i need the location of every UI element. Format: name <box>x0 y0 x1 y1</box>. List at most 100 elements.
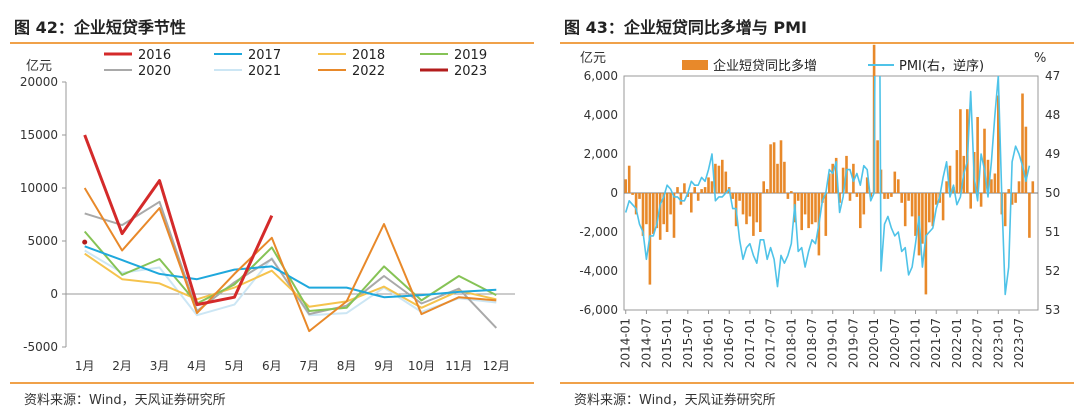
bar <box>921 193 924 244</box>
legend-label-2016: 2016 <box>138 48 171 63</box>
bar <box>748 193 752 217</box>
bar <box>796 193 800 201</box>
x-tick-label: 2016-07 <box>722 318 736 368</box>
series-line-2017 <box>84 245 497 299</box>
legend-label-2021: 2021 <box>248 64 281 79</box>
legend-label-2018: 2018 <box>352 48 385 63</box>
bar <box>834 157 838 193</box>
bar <box>1003 193 1007 227</box>
x-tick-label: 2021-07 <box>929 318 943 368</box>
bar <box>693 187 696 193</box>
bar <box>990 179 993 193</box>
y-tick-label-right: 47 <box>1045 69 1060 83</box>
bar <box>928 193 931 223</box>
bar <box>828 173 831 193</box>
bar <box>848 193 852 201</box>
chart-title: 图 42：企业短贷季节性 <box>14 18 186 37</box>
y-tick-label-right: 49 <box>1045 147 1060 161</box>
x-tick-label: 10月 <box>408 359 435 373</box>
bar <box>883 193 886 199</box>
bar <box>800 193 803 231</box>
bar <box>855 193 859 197</box>
y-tick-label: 0 <box>50 287 58 301</box>
bar <box>952 187 955 193</box>
x-tick-label: 11月 <box>445 359 472 373</box>
y-tick-label-right: 48 <box>1045 108 1060 122</box>
bar <box>969 193 972 209</box>
bar <box>910 193 914 217</box>
bar <box>986 159 990 193</box>
legend-label-2020: 2020 <box>138 64 171 79</box>
bar <box>945 181 948 193</box>
bar <box>738 193 741 201</box>
y-tick-label-right: 51 <box>1045 225 1060 239</box>
x-tick-label: 2017-01 <box>743 318 757 368</box>
bar <box>696 193 700 201</box>
y-tick-label-left: 4,000 <box>584 108 618 122</box>
bar <box>755 193 759 223</box>
series-line-2016 <box>83 134 274 307</box>
bar <box>662 193 665 225</box>
title-divider <box>560 42 1074 44</box>
bar <box>762 181 765 193</box>
bar <box>690 193 693 213</box>
bar <box>859 193 862 229</box>
bar <box>831 163 834 194</box>
legend-label-2022: 2022 <box>352 64 385 79</box>
legend-label-bars: 企业短贷同比多增 <box>713 58 817 74</box>
y-tick-label-left: 2,000 <box>584 147 618 161</box>
bar <box>683 183 686 194</box>
y-tick-label: -5000 <box>23 340 58 354</box>
bar <box>890 193 893 197</box>
y-tick-label: 15000 <box>20 128 58 142</box>
bar <box>1031 181 1035 193</box>
bar <box>886 193 890 199</box>
x-tick-label: 6月 <box>262 359 282 373</box>
x-tick-label: 2019-01 <box>826 318 840 368</box>
bar <box>672 193 676 238</box>
bar <box>1028 193 1031 238</box>
bar <box>665 193 669 232</box>
legend-swatch-bars <box>682 60 708 70</box>
series-line-2022 <box>83 187 497 333</box>
x-tick-label: 2014-07 <box>639 318 653 368</box>
bar <box>934 193 938 205</box>
bar <box>783 161 786 193</box>
bar <box>924 193 928 295</box>
x-tick-label: 2014-01 <box>619 318 633 368</box>
bar <box>721 159 724 193</box>
bar <box>997 95 1000 193</box>
y-tick-label-left: -6,000 <box>579 303 618 317</box>
bar <box>803 193 807 215</box>
bar <box>841 167 845 193</box>
source-note: 资料来源：Wind，天风证券研究所 <box>24 393 226 408</box>
bar <box>724 171 728 193</box>
x-tick-label: 2023-07 <box>1012 318 1026 368</box>
bar <box>745 193 748 225</box>
legend-label-2019: 2019 <box>454 48 487 63</box>
x-tick-label: 1月 <box>75 359 95 373</box>
bar <box>893 171 897 193</box>
bar <box>627 165 631 193</box>
bar <box>658 193 662 240</box>
bar <box>707 177 710 193</box>
bar <box>765 189 769 193</box>
bar <box>710 181 714 193</box>
x-tick-label: 2022-01 <box>950 318 964 368</box>
y-tick-label-right: 52 <box>1045 264 1060 278</box>
bar <box>862 193 866 215</box>
x-tick-label: 2020-07 <box>888 318 902 368</box>
bar <box>814 193 817 223</box>
title-divider <box>10 42 534 44</box>
bar <box>993 173 997 193</box>
bar <box>731 193 734 199</box>
x-tick-label: 2018-01 <box>784 318 798 368</box>
bar <box>759 193 762 232</box>
seasonality-chart: 亿元 -5000 0 5000 10000 15000 20000 1月 2月 3月 4月 5月 6月 7… <box>20 48 515 373</box>
y-tick-label: 20000 <box>20 75 58 89</box>
bar <box>624 179 627 193</box>
bar <box>638 193 641 199</box>
y-tick-label-right: 53 <box>1045 303 1060 317</box>
x-tick-label: 2022-07 <box>971 318 985 368</box>
bar <box>676 187 679 193</box>
